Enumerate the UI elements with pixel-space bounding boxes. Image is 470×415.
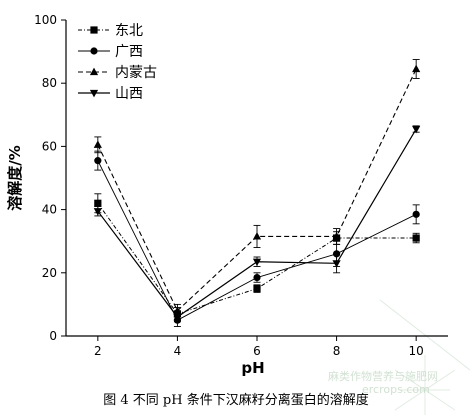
legend-item: 广西 <box>78 44 143 60</box>
figure-caption: 图 4 不同 pH 条件下汉麻籽分离蛋白的溶解度 <box>103 392 368 408</box>
x-ticks: 2 4 6 8 10 <box>94 336 424 358</box>
data-point <box>252 232 262 240</box>
series-4 <box>93 125 421 323</box>
data-point <box>412 125 421 134</box>
y-axis-title: 溶解度/% <box>6 145 24 211</box>
data-point <box>252 258 262 267</box>
legend-label: 内蒙古 <box>115 65 157 81</box>
y-tick-label: 0 <box>49 329 57 343</box>
watermark-text: 麻类作物营养与施肥网 <box>328 369 438 383</box>
data-point <box>332 260 341 268</box>
watermark: 麻类作物营养与施肥网 ercrops.com <box>328 299 470 415</box>
data-point <box>93 140 102 148</box>
y-tick-label: 20 <box>42 266 57 280</box>
legend-label: 山西 <box>115 86 143 102</box>
x-axis-title: pH <box>241 359 264 377</box>
data-point <box>94 199 102 207</box>
data-point <box>94 157 102 165</box>
data-point <box>253 273 261 282</box>
legend-item: 内蒙古 <box>78 65 157 81</box>
data-point <box>332 232 341 240</box>
y-tick-label: 40 <box>42 203 57 217</box>
legend-marker <box>89 67 99 76</box>
y-tick-label: 80 <box>42 76 57 90</box>
y-tick-label: 100 <box>34 13 57 27</box>
legend-label: 东北 <box>115 23 143 39</box>
x-tick-label: 2 <box>94 344 102 358</box>
data-point <box>412 210 420 218</box>
data-point <box>173 313 182 322</box>
legend-marker <box>90 47 98 55</box>
legend-marker <box>89 89 99 98</box>
x-tick-label: 6 <box>253 344 261 358</box>
x-tick-label: 10 <box>409 344 424 358</box>
data-point <box>412 64 421 73</box>
watermark-url: ercrops.com <box>362 383 430 396</box>
x-tick-label: 4 <box>174 344 182 358</box>
data-point <box>253 285 261 293</box>
legend-item: 东北 <box>78 23 143 39</box>
series-3 <box>93 59 421 318</box>
legend-label: 广西 <box>115 44 143 60</box>
y-tick-label: 60 <box>42 139 57 153</box>
y-ticks: 0 20 40 60 80 100 <box>34 13 66 343</box>
data-point <box>412 234 420 242</box>
legend-marker <box>90 26 98 34</box>
x-tick-label: 8 <box>333 344 341 358</box>
series-layer <box>93 59 421 327</box>
data-point <box>93 208 102 216</box>
legend-item: 山西 <box>78 86 143 102</box>
